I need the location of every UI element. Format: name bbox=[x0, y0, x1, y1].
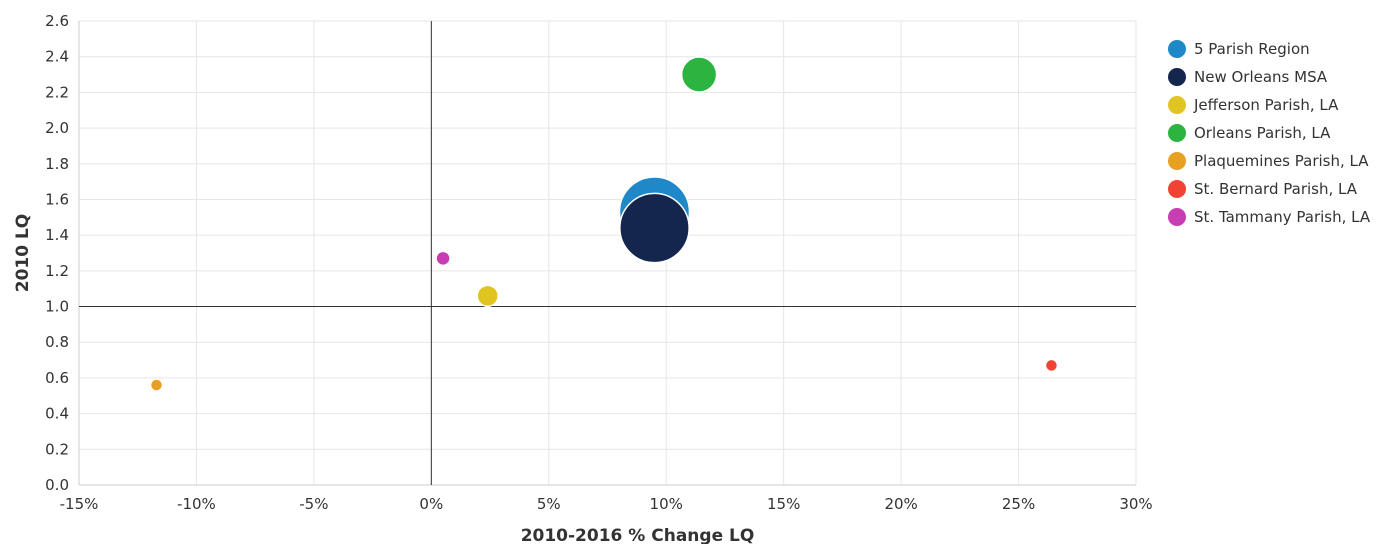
legend-label: St. Bernard Parish, LA bbox=[1194, 180, 1357, 198]
y-tick-label: 1.4 bbox=[45, 226, 69, 244]
y-tick-label: 1.0 bbox=[45, 298, 69, 316]
legend-item-jefferson-parish-la[interactable]: Jefferson Parish, LA bbox=[1168, 91, 1370, 119]
legend-swatch bbox=[1168, 40, 1186, 58]
legend-swatch bbox=[1168, 96, 1186, 114]
x-tick-label: 0% bbox=[419, 495, 443, 513]
legend-item-5-parish-region[interactable]: 5 Parish Region bbox=[1168, 35, 1370, 63]
x-tick-label: -10% bbox=[177, 495, 216, 513]
x-tick-label: 5% bbox=[537, 495, 561, 513]
legend-item-st-bernard-parish-la[interactable]: St. Bernard Parish, LA bbox=[1168, 175, 1370, 203]
x-axis-title: 2010-2016 % Change LQ bbox=[521, 526, 755, 544]
y-axis-title: 2010 LQ bbox=[13, 214, 33, 293]
legend-label: Plaquemines Parish, LA bbox=[1194, 152, 1369, 170]
x-tick-label: 20% bbox=[884, 495, 917, 513]
bubble-new-orleans-msa[interactable] bbox=[619, 192, 690, 264]
legend-swatch bbox=[1168, 180, 1186, 198]
x-tick-label: 25% bbox=[1002, 495, 1035, 513]
y-tick-label: 2.0 bbox=[45, 119, 69, 137]
y-tick-label: 0.4 bbox=[45, 405, 69, 423]
legend: 5 Parish Region New Orleans MSA Jefferson … bbox=[1168, 35, 1370, 231]
y-tick-labels: 0.0 0.2 0.4 0.6 0.8 1.0 1.2 1.4 1.6 1.8 2.0 2.2 2.4 2… bbox=[45, 12, 69, 494]
legend-swatch bbox=[1168, 68, 1186, 86]
y-tick-label: 2.2 bbox=[45, 83, 69, 101]
legend-label: Jefferson Parish, LA bbox=[1194, 96, 1339, 114]
bubble-st-bernard-parish-la[interactable] bbox=[1044, 358, 1059, 373]
x-tick-label: 10% bbox=[650, 495, 683, 513]
legend-swatch bbox=[1168, 124, 1186, 142]
bubble-jefferson-parish-la[interactable] bbox=[476, 284, 499, 308]
legend-label: St. Tammany Parish, LA bbox=[1194, 208, 1371, 226]
bubble-orleans-parish-la[interactable] bbox=[680, 56, 718, 93]
y-tick-label: 0.8 bbox=[45, 333, 69, 351]
x-tick-label: -5% bbox=[299, 495, 328, 513]
legend-swatch bbox=[1168, 152, 1186, 170]
legend-label: 5 Parish Region bbox=[1194, 40, 1310, 58]
legend-label: Orleans Parish, LA bbox=[1194, 124, 1331, 142]
x-tick-label: -15% bbox=[60, 495, 99, 513]
bubble-st-tammany-parish-la[interactable] bbox=[435, 250, 451, 267]
bubbles bbox=[149, 56, 1059, 392]
y-tick-label: 2.6 bbox=[45, 12, 69, 30]
y-tick-label: 0.2 bbox=[45, 440, 69, 458]
y-tick-label: 1.6 bbox=[45, 190, 69, 208]
legend-label: New Orleans MSA bbox=[1194, 68, 1328, 86]
y-tick-label: 1.2 bbox=[45, 262, 69, 280]
y-tick-label: 0.0 bbox=[45, 476, 69, 494]
x-tick-label: 30% bbox=[1119, 495, 1152, 513]
bubble-plaquemines-parish-la[interactable] bbox=[149, 378, 164, 392]
legend-item-new-orleans-msa[interactable]: New Orleans MSA bbox=[1168, 63, 1370, 91]
legend-item-st-tammany-parish-la[interactable]: St. Tammany Parish, LA bbox=[1168, 203, 1370, 231]
x-tick-label: 15% bbox=[767, 495, 800, 513]
y-tick-label: 2.4 bbox=[45, 48, 69, 66]
legend-swatch bbox=[1168, 208, 1186, 226]
y-tick-label: 0.6 bbox=[45, 369, 69, 387]
legend-item-plaquemines-parish-la[interactable]: Plaquemines Parish, LA bbox=[1168, 147, 1370, 175]
axes bbox=[78, 21, 1136, 486]
grid bbox=[78, 20, 1137, 486]
x-tick-labels: -15% -10% -5% 0% 5% 10% 15% 20% 25% 30% bbox=[60, 495, 1153, 513]
legend-item-orleans-parish-la[interactable]: Orleans Parish, LA bbox=[1168, 119, 1370, 147]
y-tick-label: 1.8 bbox=[45, 155, 69, 173]
